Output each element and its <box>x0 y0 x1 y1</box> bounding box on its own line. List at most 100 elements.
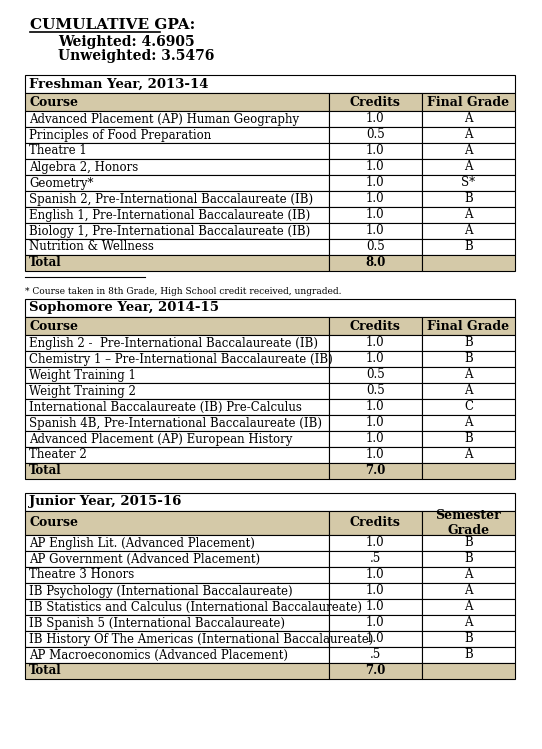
Bar <box>422 663 515 679</box>
Bar <box>422 143 515 159</box>
Bar <box>422 239 515 255</box>
Bar <box>329 447 422 463</box>
Text: AP English Lit. (Advanced Placement): AP English Lit. (Advanced Placement) <box>29 536 255 550</box>
Bar <box>422 383 515 399</box>
Text: A: A <box>464 160 473 174</box>
Text: English 2 -  Pre-International Baccalaureate (IB): English 2 - Pre-International Baccalaure… <box>29 336 318 350</box>
Bar <box>25 431 329 447</box>
Text: 1.0: 1.0 <box>366 584 385 598</box>
Bar <box>329 175 422 191</box>
Text: International Baccalaureate (IB) Pre-Calculus: International Baccalaureate (IB) Pre-Cal… <box>29 401 302 413</box>
Bar <box>329 111 422 127</box>
Text: IB Psychology (International Baccalaureate): IB Psychology (International Baccalaurea… <box>29 584 293 598</box>
Text: Weight Training 2: Weight Training 2 <box>29 384 136 398</box>
Bar <box>422 567 515 583</box>
Text: Advanced Placement (AP) European History: Advanced Placement (AP) European History <box>29 432 292 446</box>
Text: Course: Course <box>29 96 78 109</box>
Text: Sophomore Year, 2014-15: Sophomore Year, 2014-15 <box>29 302 219 315</box>
Text: English 1, Pre-International Baccalaureate (IB): English 1, Pre-International Baccalaurea… <box>29 208 310 222</box>
Bar <box>422 223 515 239</box>
Text: 1.0: 1.0 <box>366 192 385 205</box>
Bar <box>329 223 422 239</box>
Text: IB Spanish 5 (International Baccalaureate): IB Spanish 5 (International Baccalaureat… <box>29 616 285 629</box>
Text: 1.0: 1.0 <box>366 449 385 461</box>
Text: Theatre 1: Theatre 1 <box>29 145 87 157</box>
Text: 1.0: 1.0 <box>366 353 385 366</box>
Text: A: A <box>464 129 473 142</box>
Text: B: B <box>464 536 473 550</box>
Bar <box>329 415 422 431</box>
Bar <box>422 335 515 351</box>
Text: CUMULATIVE GPA:: CUMULATIVE GPA: <box>30 18 195 32</box>
Bar <box>422 415 515 431</box>
Bar <box>329 207 422 223</box>
Bar <box>329 599 422 615</box>
Text: C: C <box>464 401 473 413</box>
Text: A: A <box>464 584 473 598</box>
Bar <box>329 351 422 367</box>
Bar <box>25 647 329 663</box>
Bar <box>422 447 515 463</box>
Text: 1.0: 1.0 <box>366 225 385 237</box>
Text: Total: Total <box>29 256 62 270</box>
Bar <box>25 615 329 631</box>
Bar <box>422 159 515 175</box>
Text: Credits: Credits <box>350 517 401 530</box>
Text: Spanish 4B, Pre-International Baccalaureate (IB): Spanish 4B, Pre-International Baccalaure… <box>29 416 322 429</box>
Text: 1.0: 1.0 <box>366 336 385 350</box>
Bar <box>25 415 329 431</box>
Text: Advanced Placement (AP) Human Geography: Advanced Placement (AP) Human Geography <box>29 112 299 126</box>
Text: 0.5: 0.5 <box>366 369 385 381</box>
Text: Principles of Food Preparation: Principles of Food Preparation <box>29 129 211 142</box>
Text: B: B <box>464 432 473 446</box>
Text: Algebra 2, Honors: Algebra 2, Honors <box>29 160 138 174</box>
Bar <box>422 127 515 143</box>
Bar <box>422 431 515 447</box>
Bar <box>422 175 515 191</box>
Text: IB Statistics and Calculus (International Baccalaureate): IB Statistics and Calculus (Internationa… <box>29 601 362 613</box>
Text: Course: Course <box>29 517 78 530</box>
Bar <box>422 93 515 111</box>
Text: Credits: Credits <box>350 320 401 333</box>
Text: 7.0: 7.0 <box>365 464 385 478</box>
Bar <box>25 223 329 239</box>
Text: 1.0: 1.0 <box>366 401 385 413</box>
Bar <box>25 255 329 271</box>
Bar <box>25 663 329 679</box>
Bar <box>25 351 329 367</box>
Bar <box>25 299 515 317</box>
Bar <box>25 127 329 143</box>
Bar <box>25 567 329 583</box>
Bar <box>329 663 422 679</box>
Bar <box>422 317 515 335</box>
Bar <box>25 599 329 615</box>
Bar <box>422 351 515 367</box>
Text: Final Grade: Final Grade <box>428 320 509 333</box>
Text: .5: .5 <box>370 649 381 661</box>
Bar <box>25 111 329 127</box>
Text: B: B <box>464 353 473 366</box>
Text: B: B <box>464 649 473 661</box>
Bar <box>329 551 422 567</box>
Bar <box>25 583 329 599</box>
Text: Junior Year, 2015-16: Junior Year, 2015-16 <box>29 496 182 509</box>
Text: Theatre 3 Honors: Theatre 3 Honors <box>29 568 134 581</box>
Bar <box>329 335 422 351</box>
Bar <box>329 647 422 663</box>
Text: 1.0: 1.0 <box>366 616 385 629</box>
Bar <box>25 399 329 415</box>
Bar <box>329 399 422 415</box>
Bar <box>329 239 422 255</box>
Text: B: B <box>464 632 473 646</box>
Bar <box>422 647 515 663</box>
Bar <box>25 551 329 567</box>
Bar <box>329 567 422 583</box>
Bar <box>422 615 515 631</box>
Text: 8.0: 8.0 <box>365 256 385 270</box>
Bar <box>25 175 329 191</box>
Text: Theater 2: Theater 2 <box>29 449 87 461</box>
Text: A: A <box>464 568 473 581</box>
Bar <box>422 367 515 383</box>
Text: Freshman Year, 2013-14: Freshman Year, 2013-14 <box>29 77 209 91</box>
Bar <box>422 111 515 127</box>
